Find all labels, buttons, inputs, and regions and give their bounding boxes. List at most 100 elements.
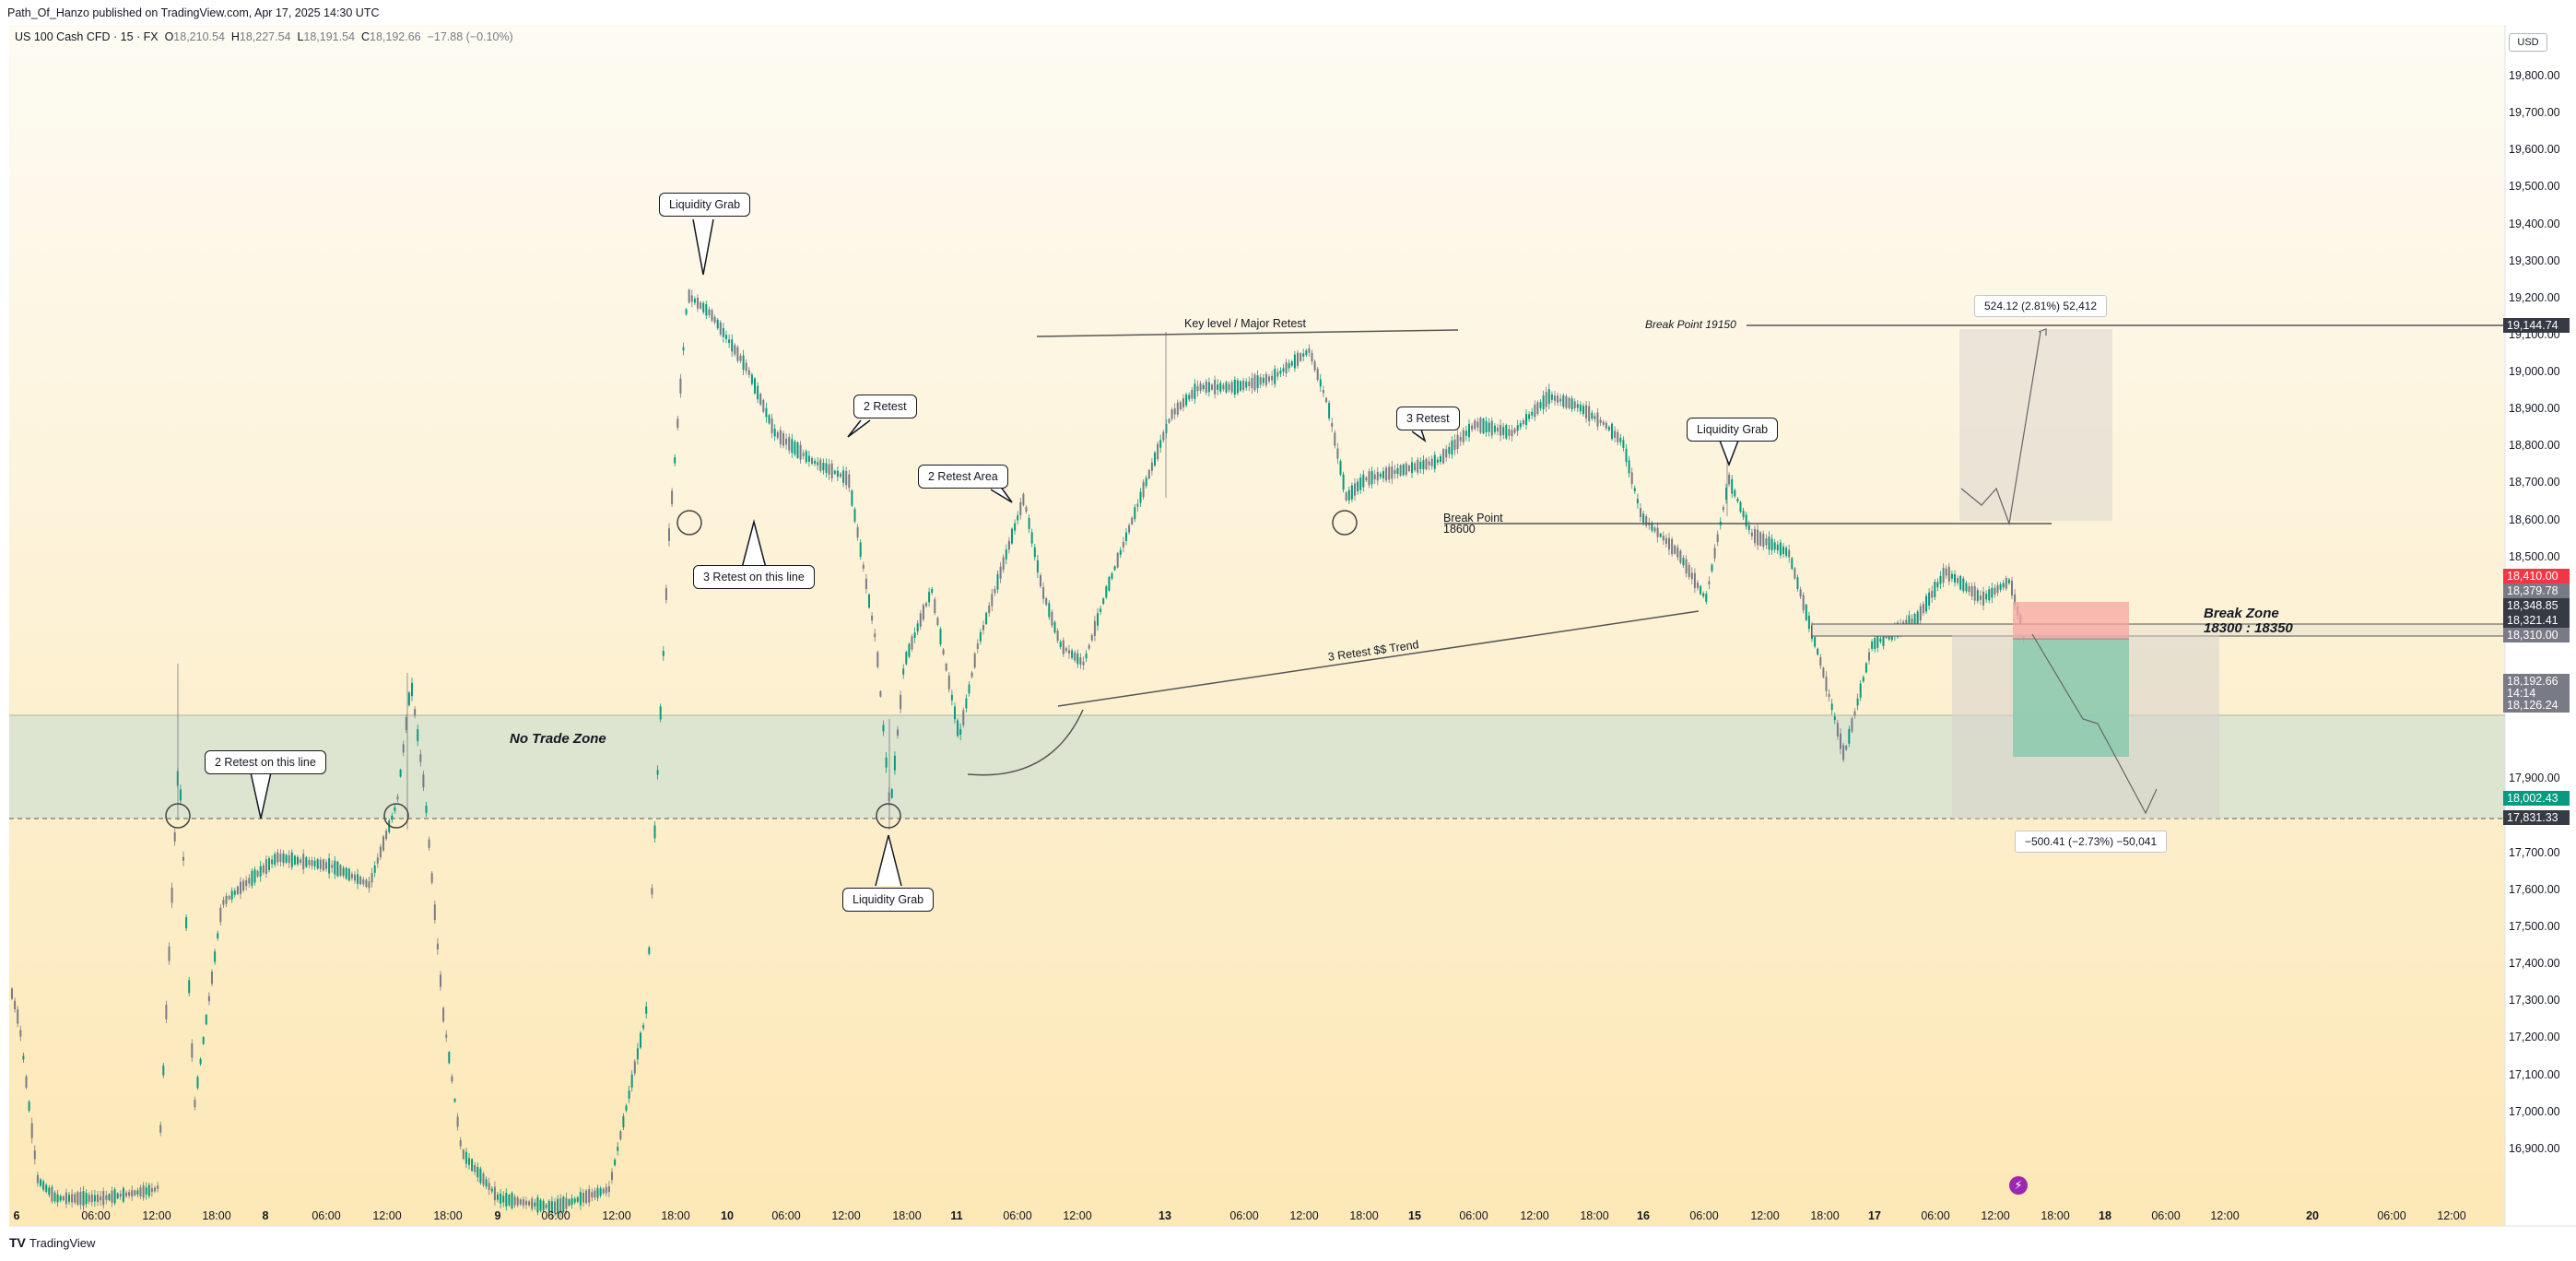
candle-body — [290, 852, 293, 867]
break-zone[interactable] — [1811, 623, 2506, 637]
candle-body — [1999, 584, 2002, 590]
callout-3-retest[interactable]: 3 Retest — [1396, 407, 1460, 430]
candle-body — [253, 869, 256, 883]
candle-body — [1313, 360, 1316, 371]
lightning-icon[interactable]: ⚡ — [2009, 1176, 2028, 1195]
projection-down-path[interactable] — [2031, 633, 2158, 815]
retest-circle[interactable] — [383, 803, 409, 829]
candle-body — [1468, 423, 1470, 438]
candle-body — [1840, 733, 1841, 749]
trend-line[interactable] — [1057, 610, 1700, 707]
candle-body — [482, 1173, 485, 1185]
candle-body — [485, 1179, 488, 1187]
candle-body — [131, 1190, 134, 1197]
retest-circle[interactable] — [1332, 510, 1358, 536]
candle-body — [1908, 615, 1911, 630]
candle-body — [1379, 473, 1382, 477]
candle-body — [1162, 431, 1165, 441]
price-tag: 17,831.33 — [2503, 810, 2570, 825]
candle-body — [1628, 460, 1630, 474]
candle-body — [1728, 475, 1731, 485]
time-tick-label: 06:00 — [1459, 1209, 1488, 1222]
candle-body — [685, 309, 688, 314]
candle-body — [570, 1198, 573, 1205]
candle-body — [508, 1195, 511, 1206]
candle-body — [1934, 582, 1936, 597]
candle-body — [357, 874, 359, 884]
candle-body — [1947, 566, 1950, 582]
candle-body — [773, 429, 776, 437]
candle-body — [1474, 420, 1476, 430]
callout-2-retest[interactable]: 2 Retest — [853, 395, 917, 418]
measure-down-box[interactable]: −500.41 (−2.73%) −50,041 — [2015, 831, 2168, 853]
candle-body — [693, 299, 696, 303]
candle-body — [1739, 501, 1742, 513]
callout-3-retest-line[interactable]: 3 Retest on this line — [693, 565, 815, 589]
candle-body — [1862, 677, 1864, 682]
candle-body — [679, 378, 682, 394]
callout-2-retest-area[interactable]: 2 Retest Area — [918, 465, 1008, 489]
candle-body — [545, 1204, 547, 1208]
time-tick-label: 06:00 — [1003, 1209, 1032, 1222]
price-tick-label: 19,400.00 — [2509, 217, 2560, 230]
candle-body — [1334, 432, 1336, 446]
stop-loss-zone[interactable] — [2013, 602, 2129, 639]
candle-body — [1082, 661, 1085, 666]
ohlc-legend[interactable]: US 100 Cash CFD · 15 · FX O18,210.54 H18… — [15, 30, 513, 43]
price-tick-label: 18,800.00 — [2509, 439, 2560, 453]
time-tick-label: 18:00 — [433, 1209, 463, 1222]
candle-body — [1297, 352, 1299, 366]
candle-body — [962, 710, 965, 725]
key-level-line[interactable] — [1036, 329, 1459, 337]
candle-body — [154, 1187, 156, 1192]
candle-body — [1539, 402, 1542, 408]
candle-body — [908, 643, 911, 657]
retest-circle[interactable] — [165, 803, 191, 829]
candle-body — [2007, 579, 2010, 583]
candle-body — [1973, 585, 1976, 601]
candle-body — [476, 1167, 479, 1178]
candle-body — [1359, 477, 1362, 490]
take-profit-zone[interactable] — [2013, 639, 2129, 757]
candle-body — [259, 866, 262, 877]
candle-body — [1014, 523, 1017, 531]
candle-body — [722, 328, 724, 337]
callout-liquidity-grab-top[interactable]: Liquidity Grab — [659, 193, 751, 217]
candle-body — [1836, 723, 1839, 737]
candle-body — [759, 394, 762, 405]
candle-body — [1562, 395, 1565, 407]
candle-body — [617, 1147, 619, 1151]
candle-body — [805, 451, 807, 463]
candle-body — [588, 1189, 591, 1203]
projection-up-path[interactable] — [1960, 331, 2041, 526]
callout-2-retest-line[interactable]: 2 Retest on this line — [205, 750, 326, 774]
candle-body — [1979, 595, 1982, 600]
candle-body — [728, 339, 731, 344]
callout-liquidity-grab-bottom[interactable]: Liquidity Grab — [842, 888, 935, 912]
close-label: C — [360, 30, 370, 43]
curve-drawing[interactable] — [967, 709, 1084, 776]
candle-body — [1799, 589, 1802, 597]
candle-body — [225, 895, 228, 904]
candle-body — [1874, 638, 1876, 650]
candle-body — [542, 1200, 545, 1211]
currency-selector[interactable]: USD — [2509, 33, 2547, 52]
measure-up-box[interactable]: 524.12 (2.81%) 52,412 — [1974, 295, 2108, 317]
price-tick-label: 19,300.00 — [2509, 253, 2560, 267]
symbol-name[interactable]: US 100 Cash CFD · 15 · FX — [15, 30, 159, 43]
candle-body — [1994, 587, 1996, 595]
callout-liquidity-grab-right[interactable]: Liquidity Grab — [1687, 418, 1779, 442]
candle-body — [368, 881, 371, 889]
candle-body — [1288, 362, 1290, 369]
retest-circle[interactable] — [676, 510, 702, 536]
footer-brand[interactable]: TV TradingView — [9, 1235, 95, 1250]
candle-body — [240, 881, 241, 894]
candle-body — [334, 860, 336, 875]
retest-circle[interactable] — [876, 803, 901, 829]
candlestick-series[interactable] — [11, 289, 2025, 1219]
candle-body — [1653, 527, 1656, 532]
candle-body — [1656, 527, 1659, 537]
candle-body — [522, 1199, 524, 1206]
candle-body — [994, 588, 996, 594]
